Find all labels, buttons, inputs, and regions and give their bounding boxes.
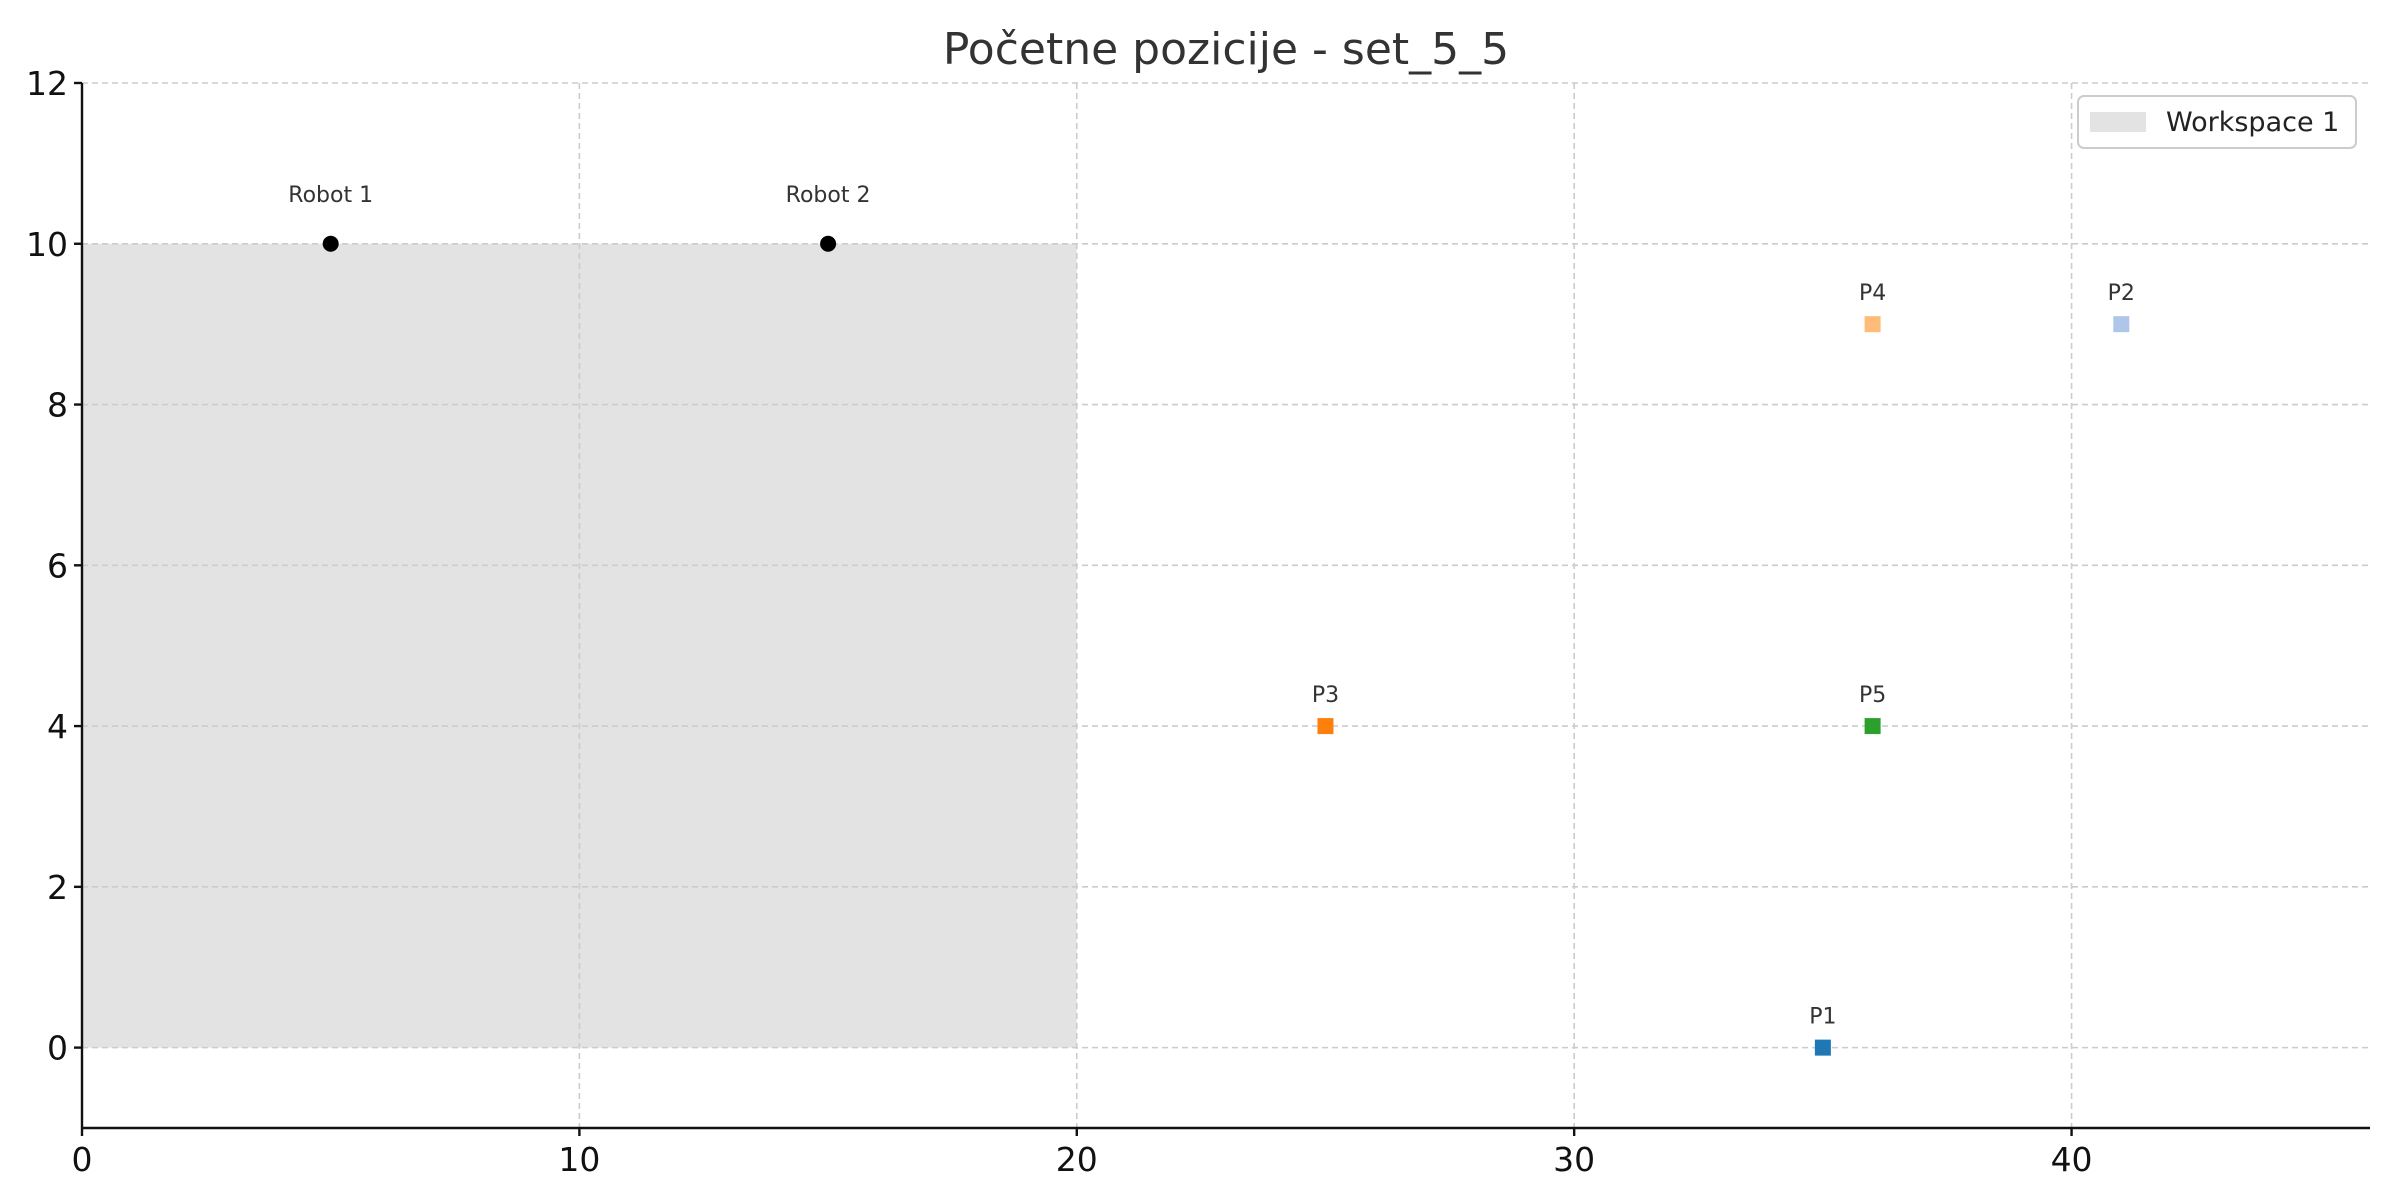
legend-swatch — [2090, 112, 2146, 132]
chart-title: Početne pozicije - set_5_5 — [943, 24, 1509, 75]
robot-label: Robot 2 — [786, 183, 871, 208]
y-tick-label: 4 — [47, 707, 68, 746]
y-tick-label: 2 — [47, 868, 68, 907]
robot-marker — [322, 235, 339, 252]
x-tick-label: 0 — [72, 1140, 93, 1179]
y-tick-label: 0 — [47, 1029, 68, 1068]
point-label: P2 — [2108, 281, 2135, 306]
x-tick-label: 40 — [2051, 1140, 2093, 1179]
point-label: P1 — [1809, 1005, 1836, 1030]
robot-marker — [820, 235, 837, 252]
point-marker — [1864, 316, 1881, 333]
point-label: P4 — [1859, 281, 1886, 306]
y-tick-label: 8 — [47, 386, 68, 425]
point-label: P5 — [1859, 683, 1886, 708]
point-marker — [1317, 718, 1334, 735]
x-tick-label: 20 — [1056, 1140, 1098, 1179]
legend-label: Workspace 1 — [2166, 107, 2339, 138]
x-tick-label: 10 — [558, 1140, 600, 1179]
point-marker — [1864, 718, 1881, 735]
x-tick-label: 30 — [1553, 1140, 1595, 1179]
y-tick-label: 6 — [47, 546, 68, 585]
legend: Workspace 1 — [2077, 95, 2357, 149]
point-marker — [2113, 316, 2130, 333]
y-tick-label: 10 — [26, 225, 68, 264]
marks-layer: Robot 1 Robot 2 P1 P2 P3 P4 P5 — [288, 183, 2135, 1056]
y-tick-label: 12 — [26, 64, 68, 103]
point-label: P3 — [1312, 683, 1339, 708]
legend-box — [2077, 95, 2357, 149]
robot-label: Robot 1 — [288, 183, 373, 208]
point-marker — [1814, 1039, 1831, 1056]
axes-layer: 0 10 20 30 40 0 2 4 6 8 10 12 — [26, 64, 2370, 1179]
grid-layer — [82, 82, 2370, 1128]
